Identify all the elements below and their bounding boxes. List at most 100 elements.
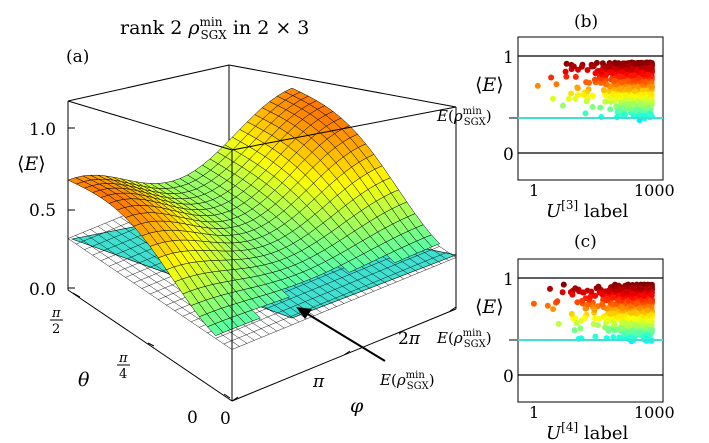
minimum-plane-label: E(ρmin SGX) (379, 370, 435, 392)
scatter-point (637, 91, 644, 98)
svg-text:4: 4 (119, 367, 127, 382)
scatter-point (641, 64, 648, 71)
scatter-point (642, 78, 649, 85)
scatter-point (623, 288, 629, 295)
scatter-point (618, 325, 625, 332)
plane-grid-line (223, 251, 448, 345)
panel-b-frame (517, 36, 664, 181)
scatter-point (534, 82, 541, 89)
panel-c-frame (517, 258, 664, 403)
panel-c-label: (c) (574, 232, 597, 252)
phi-tick-2pi: 2π (398, 329, 421, 349)
scatter-point (550, 306, 557, 313)
panel-b-ylabel: ⟨E⟩ (475, 74, 504, 96)
scatter-point (626, 85, 632, 92)
scatter-point (595, 315, 602, 322)
scatter-point (563, 73, 570, 80)
scatter-point (622, 92, 629, 99)
scatter-point (648, 284, 655, 291)
scatter-point (646, 65, 653, 72)
scatter-point (629, 327, 636, 334)
theta-axis-label: θ (78, 369, 90, 391)
plane-grid-line (231, 257, 457, 350)
scatter-point (647, 91, 654, 98)
scatter-point (600, 87, 607, 93)
scatter-point (628, 101, 635, 108)
scatter-point (568, 310, 575, 317)
scatter-point (604, 315, 610, 322)
scatter-point (599, 60, 606, 67)
scatter-point (597, 104, 604, 111)
scatter-point (625, 315, 632, 322)
scatter-point (605, 327, 612, 334)
scatter-point (547, 285, 553, 292)
scatter-point (579, 297, 585, 304)
scatter-point (637, 317, 644, 324)
z-ticks (68, 127, 75, 289)
scatter-point (600, 296, 607, 303)
scatter-point (629, 290, 636, 297)
scatter-point (574, 299, 581, 306)
scatter-point (599, 291, 606, 298)
z-axis-label: ⟨E⟩ (17, 153, 46, 175)
scatter-point (628, 333, 635, 340)
scatter-point (580, 91, 587, 98)
scatter-point (565, 95, 572, 102)
scatter-point (574, 85, 581, 92)
scatter-point (606, 288, 612, 295)
scatter-point (646, 312, 653, 319)
scatter-point (597, 79, 604, 86)
scatter-point (586, 79, 593, 86)
scatter-point (592, 333, 599, 340)
scatter-point (609, 294, 616, 301)
z-tick-0: 0.0 (29, 280, 56, 300)
scatter-point (634, 107, 640, 114)
scatter-point (577, 325, 584, 332)
scatter-point (646, 298, 653, 305)
scatter-point (569, 291, 576, 298)
scatter-point (613, 60, 620, 67)
scatter-point (559, 289, 566, 296)
scatter-point (644, 307, 651, 314)
scatter-point (568, 90, 575, 97)
scatter-point (637, 60, 643, 67)
scatter-point (642, 334, 649, 341)
plane-grid-line (215, 246, 440, 339)
panel-c-reference-label: E(ρmin SGX) (436, 328, 492, 350)
scatter-point (572, 285, 579, 292)
panel-b-reference-label: E(ρmin SGX) (436, 106, 492, 128)
panel-a-title: rank 2 ρmin SGX in 2 × 3 (120, 15, 309, 42)
scatter-point (582, 110, 589, 117)
theta-tick-0: 0 (187, 408, 198, 428)
scatter-point (591, 76, 598, 83)
scatter-point (644, 104, 651, 111)
panel-c-ytick-0: 0 (503, 367, 514, 387)
scatter-point (611, 327, 618, 334)
scatter-point (578, 63, 585, 70)
scatter-point (629, 65, 636, 72)
theta-tick-pi-half: π 2 (50, 306, 63, 337)
panel-b-ytick-1: 1 (503, 48, 514, 68)
x-ticks (231, 306, 457, 402)
scatter-point (579, 289, 586, 296)
scatter-point (628, 320, 634, 327)
scatter-point (560, 102, 566, 109)
phi-tick-pi: π (312, 372, 325, 392)
scatter-point (553, 81, 560, 88)
scatter-point (648, 291, 655, 298)
panel-c-ylabel: ⟨E⟩ (475, 296, 504, 318)
scatter-b-points (534, 59, 655, 124)
minimum-plane-arrow (296, 307, 386, 362)
phi-tick-0: 0 (220, 409, 231, 429)
scatter-point (619, 305, 626, 312)
panel-b-label: (b) (574, 12, 598, 32)
scatter-point (634, 329, 641, 336)
energy-surface (67, 87, 441, 336)
scatter-point (544, 302, 551, 309)
scatter-point (613, 103, 620, 110)
scatter-point (647, 327, 654, 334)
scatter-point (588, 63, 595, 70)
scatter-point (530, 300, 537, 307)
scatter-point (608, 69, 615, 76)
